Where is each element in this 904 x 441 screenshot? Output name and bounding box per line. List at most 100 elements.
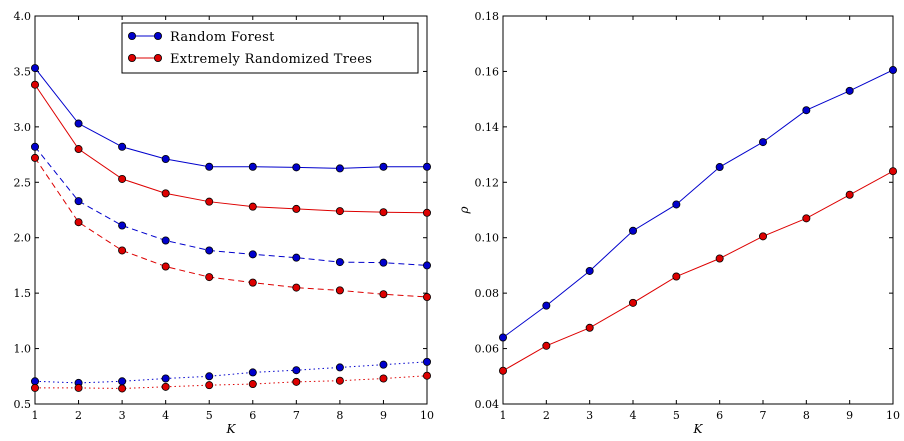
data-point xyxy=(161,189,170,198)
y-tick-label: 0.12 xyxy=(475,176,500,189)
data-point xyxy=(161,236,170,245)
data-point xyxy=(672,200,681,209)
plot-frame xyxy=(502,15,894,405)
y-tick-label: 0.06 xyxy=(475,343,500,356)
data-point xyxy=(802,106,811,115)
data-point xyxy=(248,250,257,259)
data-point xyxy=(335,363,344,372)
data-point xyxy=(292,163,301,172)
data-point xyxy=(335,164,344,173)
x-tick-label: 3 xyxy=(119,409,126,422)
data-point xyxy=(30,80,39,89)
data-point xyxy=(845,86,854,95)
data-point xyxy=(30,383,39,392)
data-point xyxy=(542,301,551,310)
x-axis-label: K xyxy=(693,422,704,436)
data-point xyxy=(248,278,257,287)
x-tick-label: 6 xyxy=(716,409,723,422)
data-point xyxy=(379,208,388,217)
y-tick-label: 1.0 xyxy=(14,343,32,356)
data-point xyxy=(292,283,301,292)
data-point xyxy=(248,368,257,377)
data-point xyxy=(248,162,257,171)
data-point xyxy=(74,145,83,154)
data-point xyxy=(118,142,127,151)
series-dotted-random-forest xyxy=(30,357,431,387)
y-axis-label: ρ xyxy=(457,206,471,214)
data-point xyxy=(379,360,388,369)
data-point xyxy=(248,202,257,211)
data-point xyxy=(379,374,388,383)
data-point xyxy=(74,197,83,206)
data-point xyxy=(715,254,724,263)
x-tick-label: 1 xyxy=(32,409,39,422)
data-point xyxy=(715,163,724,172)
data-point xyxy=(205,162,214,171)
x-tick-label: 7 xyxy=(760,409,767,422)
y-tick-label: 2.0 xyxy=(14,232,32,245)
y-tick-label: 4.0 xyxy=(14,10,32,23)
series-dashed-extra-trees xyxy=(30,153,431,302)
x-tick-label: 4 xyxy=(630,409,637,422)
y-tick-label: 1.5 xyxy=(14,287,32,300)
legend-box xyxy=(121,22,419,74)
plot-frame xyxy=(34,15,428,405)
data-point xyxy=(379,258,388,267)
data-point xyxy=(759,138,768,147)
series-solid-extra-trees xyxy=(498,167,898,375)
data-point xyxy=(205,197,214,206)
data-point xyxy=(379,290,388,299)
y-tick-label: 3.5 xyxy=(14,65,32,78)
x-tick-label: 9 xyxy=(380,409,387,422)
data-point xyxy=(845,190,854,199)
data-point xyxy=(422,208,431,217)
data-point xyxy=(422,293,431,302)
data-point xyxy=(205,381,214,390)
legend-swatch-marker xyxy=(127,32,136,41)
data-point xyxy=(292,204,301,213)
data-point xyxy=(422,162,431,171)
x-tick-label: 8 xyxy=(336,409,343,422)
data-point xyxy=(74,383,83,392)
x-tick-label: 10 xyxy=(886,409,900,422)
data-point xyxy=(118,384,127,393)
data-point xyxy=(292,366,301,375)
data-point xyxy=(30,153,39,162)
y-tick-label: 0.18 xyxy=(475,10,500,23)
series-line xyxy=(34,67,427,169)
data-point xyxy=(118,221,127,230)
series-dotted-extra-trees xyxy=(30,371,431,393)
data-point xyxy=(30,64,39,73)
y-tick-label: 0.14 xyxy=(475,121,500,134)
data-point xyxy=(498,333,507,342)
x-tick-label: 4 xyxy=(162,409,169,422)
data-point xyxy=(205,372,214,381)
left-chart: 1 2 3 4 5 6 7 8 9 10 0.5 1.0 1.5 2.0 2.5 3.0 3.5 4.0 K Rand… xyxy=(14,10,435,436)
x-tick-label: 2 xyxy=(543,409,550,422)
data-point xyxy=(118,174,127,183)
data-point xyxy=(802,214,811,223)
legend-swatch-marker xyxy=(153,32,162,41)
data-point xyxy=(672,272,681,281)
data-point xyxy=(30,142,39,151)
series-line xyxy=(34,157,428,298)
series-solid-extra-trees xyxy=(30,80,431,217)
x-tick-label: 9 xyxy=(846,409,853,422)
data-point xyxy=(629,226,638,235)
legend-swatch-marker xyxy=(127,54,136,63)
data-point xyxy=(161,374,170,383)
data-point xyxy=(889,167,898,176)
series-solid-random-forest xyxy=(30,64,431,173)
x-tick-label: 10 xyxy=(420,409,434,422)
x-axis-label: K xyxy=(226,422,237,436)
y-tick-label: 0.5 xyxy=(14,398,32,411)
data-point xyxy=(498,366,507,375)
data-point xyxy=(889,66,898,75)
x-tick-label: 6 xyxy=(249,409,256,422)
data-point xyxy=(205,273,214,282)
data-point xyxy=(335,286,344,295)
data-point xyxy=(161,262,170,271)
right-chart: 1 2 3 4 5 6 7 8 9 10 0.04 0.06 0.08 0.10 0.12 0.14 0.16 0… xyxy=(457,10,900,436)
x-tick-label: 1 xyxy=(500,409,507,422)
